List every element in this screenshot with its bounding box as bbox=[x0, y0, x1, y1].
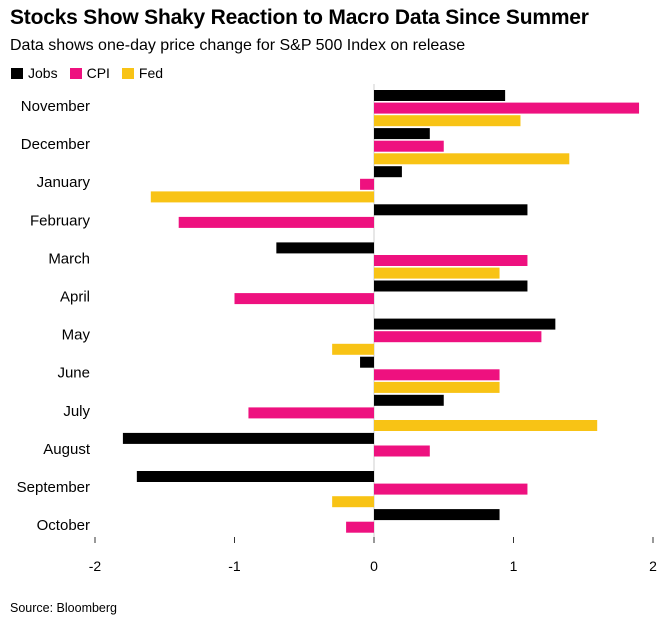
legend-label-fed: Fed bbox=[138, 65, 164, 81]
bar-cpi-march bbox=[374, 255, 528, 266]
category-label-july: July bbox=[63, 403, 90, 420]
legend-item-fed: Fed bbox=[121, 65, 164, 81]
category-label-january: January bbox=[37, 174, 91, 191]
source-note: Source: Bloomberg bbox=[10, 601, 118, 615]
legend-label-cpi: CPI bbox=[86, 65, 110, 81]
legend-item-cpi: CPI bbox=[69, 65, 110, 81]
category-label-october: October bbox=[37, 517, 90, 534]
legend-item-jobs: Jobs bbox=[11, 65, 58, 81]
category-label-june: June bbox=[57, 365, 90, 382]
x-tick-label-4: 2 bbox=[649, 558, 657, 574]
bar-cpi-august bbox=[374, 445, 430, 457]
legend-swatch-fed bbox=[121, 67, 134, 79]
bar-cpi-may bbox=[374, 331, 542, 343]
bar-fed-january bbox=[150, 191, 374, 203]
chart-title: Stocks Show Shaky Reaction to Macro Data… bbox=[10, 6, 589, 29]
legend-swatch-cpi bbox=[69, 67, 82, 79]
bar-fed-march bbox=[374, 267, 500, 279]
category-label-september: September bbox=[17, 479, 90, 496]
x-tick-label-3: 1 bbox=[510, 558, 518, 574]
category-label-august: August bbox=[43, 441, 91, 458]
bar-jobs-august bbox=[122, 432, 375, 444]
bar-cpi-april bbox=[234, 293, 374, 305]
bar-jobs-june bbox=[360, 356, 374, 368]
bar-jobs-january bbox=[374, 166, 402, 178]
bar-jobs-november bbox=[374, 90, 506, 101]
bar-jobs-september bbox=[136, 471, 374, 482]
category-label-march: March bbox=[48, 250, 90, 267]
category-label-may: May bbox=[62, 327, 91, 344]
x-tick-label-1: -1 bbox=[228, 558, 241, 574]
bar-fed-may bbox=[332, 343, 374, 355]
legend-label-jobs: Jobs bbox=[28, 65, 58, 81]
bar-cpi-june bbox=[374, 369, 500, 381]
bar-cpi-february bbox=[178, 216, 374, 228]
chart-subtitle: Data shows one-day price change for S&P … bbox=[10, 37, 466, 54]
bar-fed-december bbox=[374, 153, 570, 165]
category-label-november: November bbox=[21, 98, 90, 115]
bar-fed-june bbox=[374, 381, 500, 393]
bar-cpi-november bbox=[374, 102, 640, 114]
bar-jobs-april bbox=[374, 280, 528, 292]
bar-cpi-october bbox=[346, 521, 374, 533]
bar-jobs-february bbox=[374, 204, 528, 216]
bar-jobs-october bbox=[374, 509, 500, 521]
legend-swatch-jobs bbox=[11, 67, 23, 79]
bar-cpi-january bbox=[360, 178, 374, 190]
bar-fed-november bbox=[374, 115, 521, 127]
bar-jobs-march bbox=[276, 242, 374, 254]
category-label-december: December bbox=[21, 136, 90, 153]
bar-fed-september bbox=[332, 496, 374, 508]
x-tick-label-0: -2 bbox=[89, 558, 102, 574]
bar-cpi-december bbox=[374, 140, 444, 152]
bar-jobs-july bbox=[374, 394, 444, 406]
category-label-april: April bbox=[60, 289, 90, 306]
category-label-february: February bbox=[30, 212, 91, 229]
bar-cpi-september bbox=[374, 483, 528, 495]
bar-fed-july bbox=[374, 420, 598, 431]
chart-legend: Jobs CPI Fed bbox=[11, 65, 175, 81]
bar-cpi-july bbox=[248, 407, 374, 419]
bar-jobs-december bbox=[374, 128, 430, 140]
x-tick-label-2: 0 bbox=[370, 558, 378, 574]
bar-jobs-may bbox=[374, 318, 556, 330]
